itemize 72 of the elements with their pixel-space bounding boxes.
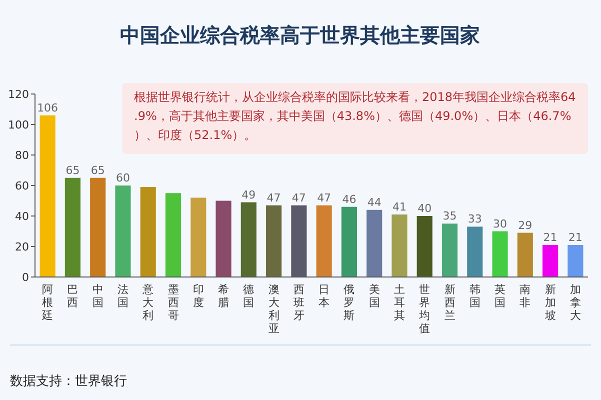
bar	[90, 178, 106, 277]
x-tick-label: 澳大利亚	[268, 283, 280, 335]
bar	[416, 216, 432, 277]
data-label: 106	[37, 101, 58, 114]
data-label: 21	[568, 230, 582, 244]
data-label: 65	[90, 164, 105, 177]
x-tick-label: 新加坡	[544, 283, 556, 322]
data-label: 49	[242, 188, 256, 202]
data-label: 60	[116, 172, 130, 184]
bar	[568, 244, 584, 277]
bar	[216, 200, 232, 277]
bar	[542, 244, 558, 277]
x-tick-label: 日本	[318, 283, 330, 309]
y-tick-label: 100	[8, 118, 29, 132]
x-tick-label: 世界均值	[418, 283, 430, 335]
data-label: 47	[292, 191, 306, 204]
data-label: 30	[493, 217, 508, 230]
chart-title: 中国企业综合税率高于世界其他主要国家	[120, 23, 480, 47]
data-label: 47	[317, 191, 332, 204]
bar	[115, 186, 131, 277]
bar	[165, 193, 182, 277]
y-tick-label: 120	[8, 88, 29, 101]
x-tick-label: 新西兰	[444, 283, 456, 322]
bar	[316, 205, 332, 277]
data-label: 44	[367, 196, 382, 209]
bar	[467, 226, 483, 277]
bar	[190, 198, 206, 277]
bar	[64, 178, 80, 277]
data-label: 29	[518, 218, 532, 232]
bar	[442, 224, 458, 277]
y-tick-label: 40	[15, 210, 29, 223]
bar	[341, 206, 357, 277]
x-tick-label: 希腊	[218, 283, 230, 309]
x-tick-label: 南非	[520, 283, 531, 309]
data-label: 35	[442, 210, 457, 223]
x-tick-label: 韩国	[469, 283, 480, 309]
data-label: 41	[392, 200, 406, 214]
y-tick-label: 20	[15, 240, 29, 254]
x-tick-label: 加拿大	[570, 283, 581, 322]
x-tick-label: 墨西哥	[168, 283, 179, 322]
y-tick-label: 0	[22, 271, 29, 284]
bar	[40, 115, 56, 277]
x-tick-label: 阿根廷	[41, 283, 54, 322]
data-label: 33	[468, 212, 482, 226]
x-tick-label: 土耳其	[394, 283, 405, 322]
x-tick-label: 美国	[368, 283, 380, 309]
bar	[517, 232, 533, 277]
y-tick-label: 80	[15, 149, 29, 162]
data-label: 40	[418, 202, 432, 215]
y-tick-label: 60	[15, 180, 29, 192]
bar	[366, 210, 382, 277]
x-tick-label: 巴西	[67, 283, 78, 309]
bar	[240, 202, 256, 277]
bar	[140, 187, 156, 277]
annotation: 根据世界银行统计，从企业综合税率的国际比较来看，2018年我国企业综合税率64.9%，高于其他主要国家，其中美国（43.8%）、德国（49.0%）、日本（46.7%）、印度（52.1%）。	[134, 90, 576, 142]
text: 数据支持：世界银行	[10, 374, 127, 389]
x-tick-label: 德国	[243, 283, 254, 309]
x-tick-label: 法国	[117, 283, 128, 309]
bar	[392, 214, 408, 277]
bar	[492, 231, 508, 277]
x-tick-label: 西班牙	[293, 283, 304, 322]
x-tick-label: 中国	[92, 283, 104, 309]
x-tick-label: 英国	[494, 283, 506, 309]
data-label: 46	[342, 192, 356, 206]
data-label: 21	[543, 230, 558, 244]
bar	[266, 205, 282, 277]
data-label: 65	[66, 164, 80, 177]
bar	[291, 205, 307, 277]
x-tick-label: 印度	[192, 283, 204, 309]
x-tick-label: 俄罗斯	[344, 283, 355, 322]
x-tick-label: 意大利	[142, 283, 154, 322]
data-label: 47	[266, 191, 281, 204]
